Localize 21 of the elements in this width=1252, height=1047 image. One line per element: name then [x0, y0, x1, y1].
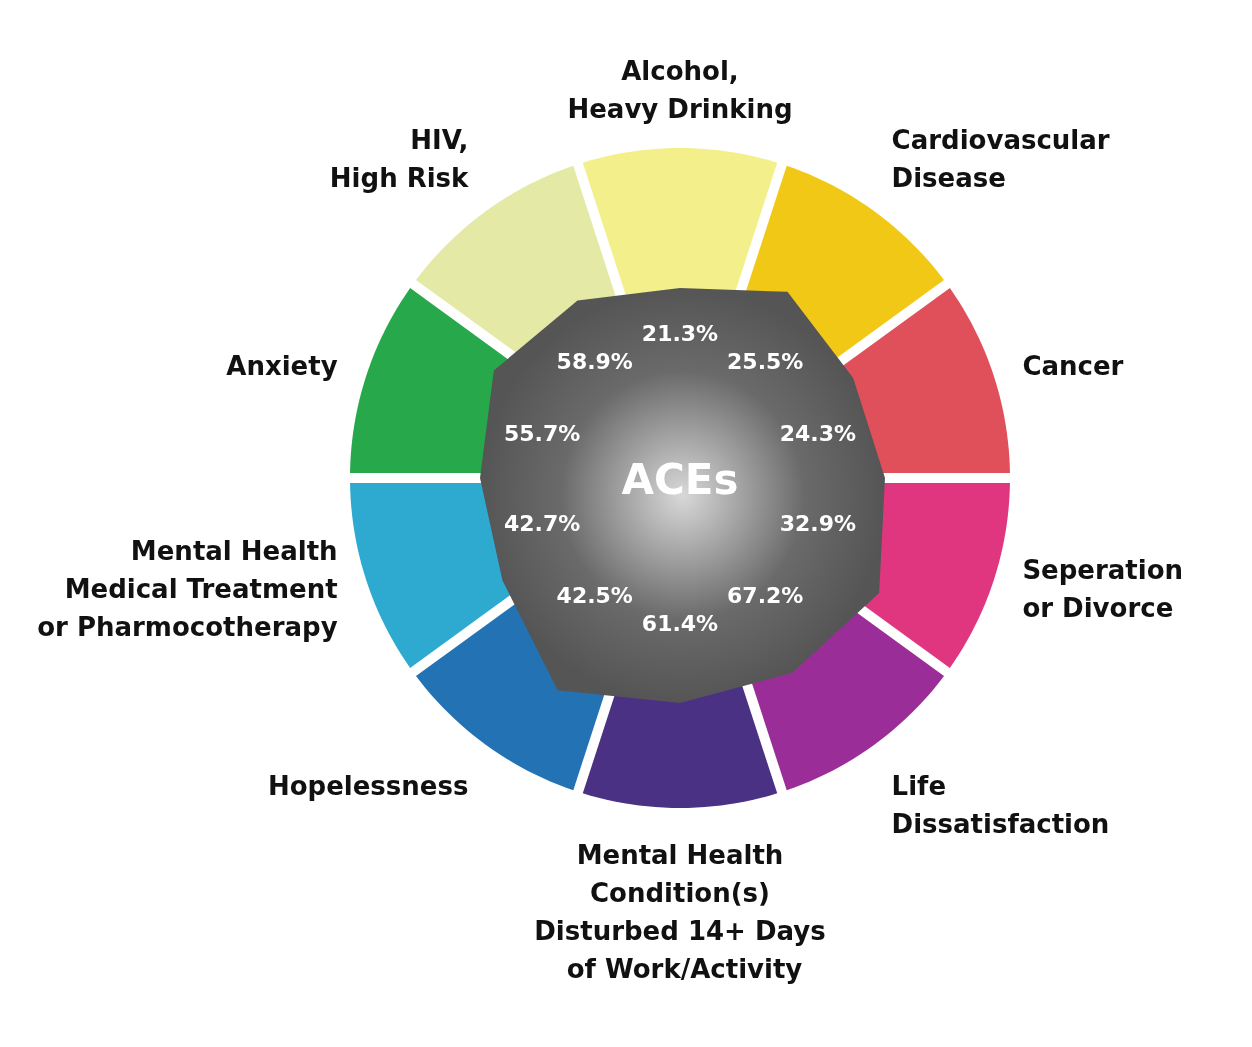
- category-label: Hopelessness: [267, 771, 469, 802]
- category-label: Mental Health Medical Treatment or Pharmocotherapy: [37, 535, 338, 642]
- data-label: 42.7%: [503, 510, 581, 536]
- data-label: 55.7%: [503, 421, 581, 447]
- data-label: 67.2%: [727, 583, 804, 609]
- data-label: 24.3%: [779, 421, 857, 447]
- category-label: Life Dissatisfaction: [891, 771, 1110, 840]
- category-label: Seperation or Divorce: [1022, 554, 1184, 623]
- data-label: 25.5%: [727, 348, 804, 374]
- text: ACEs: [621, 455, 739, 504]
- data-label: 61.4%: [641, 611, 719, 636]
- category-label: Anxiety: [226, 351, 338, 382]
- category-label: Alcohol, Heavy Drinking: [567, 56, 793, 124]
- category-label: HIV, High Risk: [329, 124, 470, 193]
- category-label: Cardiovascular Disease: [891, 124, 1110, 193]
- data-label: 42.5%: [556, 583, 633, 609]
- data-label: 32.9%: [779, 510, 857, 536]
- data-label: 21.3%: [641, 321, 719, 346]
- category-label: Cancer: [1022, 351, 1124, 382]
- data-label: 58.9%: [556, 348, 633, 374]
- category-label: Mental Health Condition(s) Disturbed 14+ Days of Work/Activity: [534, 840, 826, 984]
